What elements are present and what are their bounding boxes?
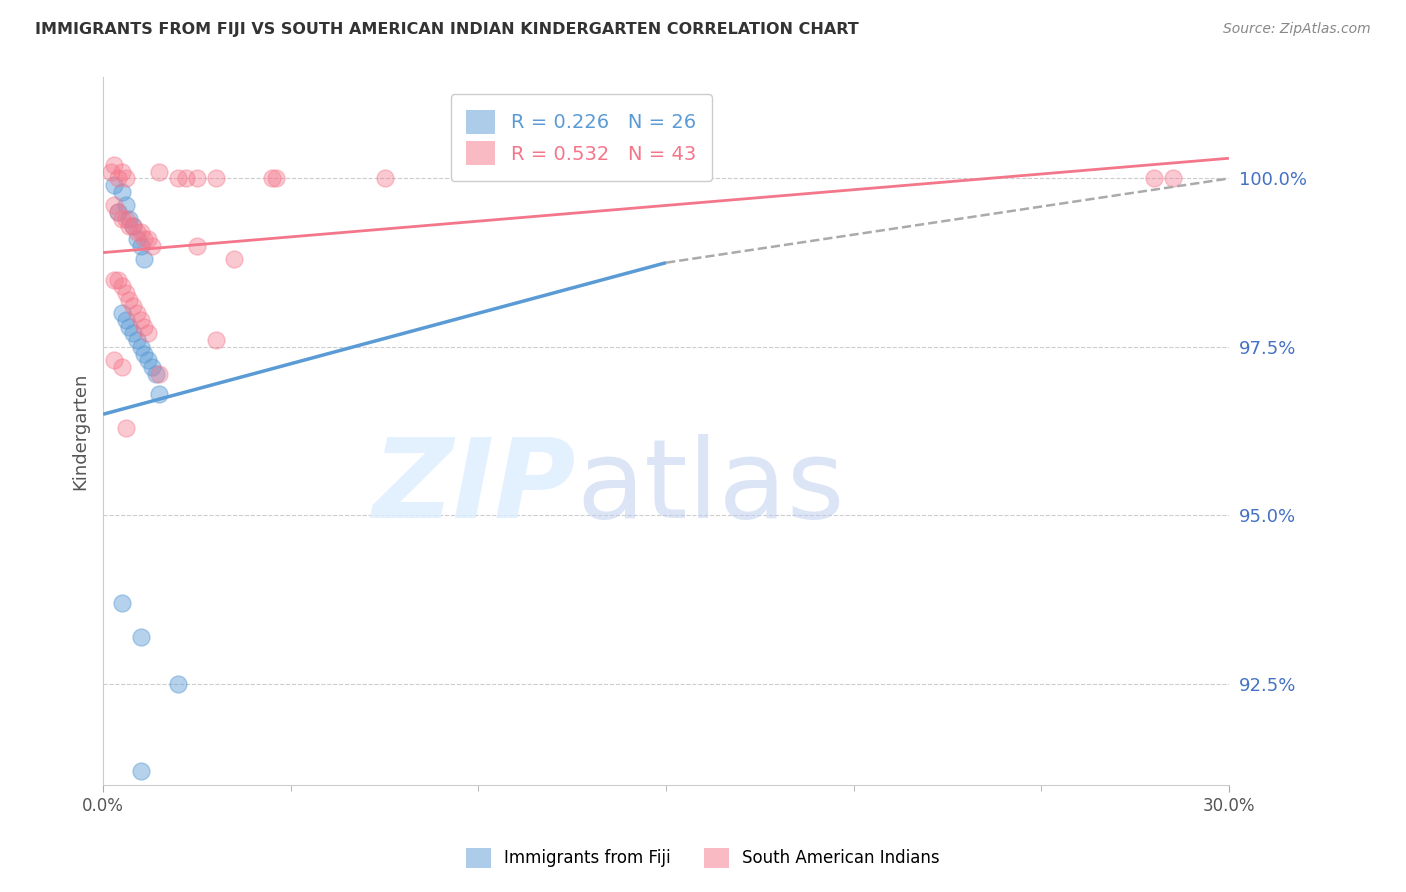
Point	[111, 165, 134, 179]
Point	[103, 178, 125, 193]
Point	[111, 306, 134, 320]
Point	[148, 367, 170, 381]
Point	[129, 630, 152, 644]
Point	[129, 226, 152, 240]
Text: IMMIGRANTS FROM FIJI VS SOUTH AMERICAN INDIAN KINDERGARTEN CORRELATION CHART: IMMIGRANTS FROM FIJI VS SOUTH AMERICAN I…	[35, 22, 859, 37]
Text: Source: ZipAtlas.com: Source: ZipAtlas.com	[1223, 22, 1371, 37]
Point	[118, 293, 141, 307]
Point	[103, 158, 125, 172]
Point	[111, 596, 134, 610]
Point	[122, 326, 145, 341]
Point	[107, 272, 129, 286]
Point	[125, 333, 148, 347]
Point	[204, 333, 226, 347]
Point	[129, 764, 152, 779]
Point	[111, 211, 134, 226]
Point	[129, 313, 152, 327]
Legend: R = 0.226   N = 26, R = 0.532   N = 43: R = 0.226 N = 26, R = 0.532 N = 43	[450, 95, 711, 180]
Point	[1143, 171, 1166, 186]
Point	[100, 165, 122, 179]
Point	[107, 205, 129, 219]
Point	[141, 239, 163, 253]
Point	[125, 226, 148, 240]
Point	[107, 205, 129, 219]
Point	[204, 171, 226, 186]
Point	[122, 300, 145, 314]
Point	[148, 165, 170, 179]
Point	[125, 306, 148, 320]
Point	[374, 171, 396, 186]
Point	[114, 171, 136, 186]
Y-axis label: Kindergarten: Kindergarten	[72, 372, 89, 490]
Point	[122, 219, 145, 233]
Point	[224, 252, 246, 267]
Point	[505, 165, 527, 179]
Point	[118, 211, 141, 226]
Point	[145, 367, 167, 381]
Point	[1161, 171, 1184, 186]
Point	[260, 171, 283, 186]
Point	[111, 185, 134, 199]
Text: atlas: atlas	[576, 434, 845, 541]
Point	[167, 171, 190, 186]
Legend: Immigrants from Fiji, South American Indians: Immigrants from Fiji, South American Ind…	[460, 841, 946, 875]
Point	[118, 219, 141, 233]
Point	[264, 171, 287, 186]
Point	[134, 319, 156, 334]
Point	[186, 239, 208, 253]
Point	[136, 232, 159, 246]
Point	[134, 252, 156, 267]
Point	[114, 313, 136, 327]
Point	[134, 232, 156, 246]
Point	[129, 239, 152, 253]
Point	[114, 198, 136, 212]
Point	[174, 171, 197, 186]
Point	[122, 219, 145, 233]
Point	[655, 165, 678, 179]
Point	[141, 360, 163, 375]
Point	[111, 360, 134, 375]
Point	[125, 232, 148, 246]
Text: ZIP: ZIP	[373, 434, 576, 541]
Point	[148, 387, 170, 401]
Point	[129, 340, 152, 354]
Point	[111, 279, 134, 293]
Point	[167, 676, 190, 690]
Point	[103, 353, 125, 368]
Point	[107, 171, 129, 186]
Point	[103, 272, 125, 286]
Point	[103, 198, 125, 212]
Point	[114, 285, 136, 300]
Point	[186, 171, 208, 186]
Point	[136, 353, 159, 368]
Point	[114, 421, 136, 435]
Point	[134, 346, 156, 360]
Point	[118, 319, 141, 334]
Point	[114, 211, 136, 226]
Point	[136, 326, 159, 341]
